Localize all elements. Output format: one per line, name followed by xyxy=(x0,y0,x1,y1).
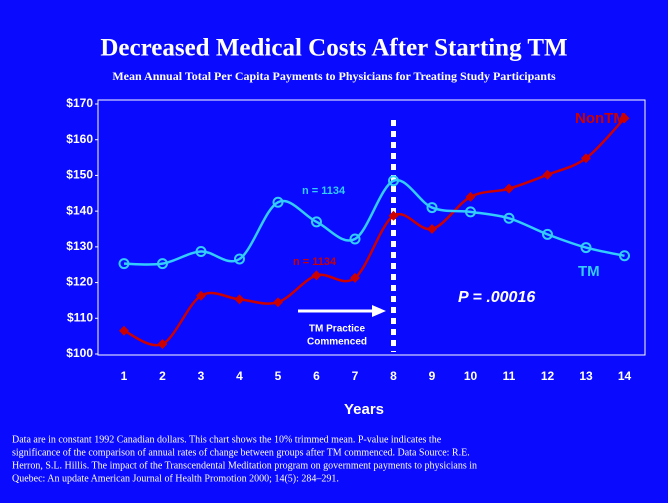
marker xyxy=(388,175,399,187)
marker xyxy=(157,339,168,349)
arrow-head xyxy=(372,305,386,317)
marker xyxy=(542,169,553,180)
footnote-line: Data are in constant 1992 Canadian dolla… xyxy=(12,434,442,445)
marker xyxy=(119,325,129,336)
marker xyxy=(157,258,168,270)
chart-title: Decreased Medical Costs After Starting T… xyxy=(100,35,567,62)
marker xyxy=(580,242,592,254)
marker xyxy=(234,253,245,265)
footnote-line: Herron, S.L. Hillis. The impact of the T… xyxy=(12,460,477,471)
marker xyxy=(504,183,514,194)
marker xyxy=(234,294,245,305)
marker xyxy=(542,228,553,240)
marker xyxy=(118,258,130,270)
marker xyxy=(349,233,361,245)
annotation: n = 1134 xyxy=(293,256,337,268)
y-tick-label: $170 xyxy=(66,96,93,110)
y-tick-label: $110 xyxy=(67,310,93,324)
footnote-line: significance of the comparison of annual… xyxy=(12,447,470,458)
x-tick-label: 9 xyxy=(429,369,436,383)
x-tick-label: 13 xyxy=(579,369,593,383)
y-tick-label: $160 xyxy=(66,132,93,146)
y-tick-label: $140 xyxy=(66,203,93,217)
marker xyxy=(272,196,284,208)
x-tick-label: 2 xyxy=(159,369,166,383)
footnote: Data are in constant 1992 Canadian dolla… xyxy=(12,434,477,484)
x-tick-label: 5 xyxy=(275,369,282,383)
marker xyxy=(311,216,322,228)
event-label: TM Practice xyxy=(309,324,366,335)
marker xyxy=(273,297,283,308)
marker xyxy=(311,270,322,281)
marker xyxy=(503,212,515,224)
plot-frame xyxy=(97,99,646,356)
x-tick-label: 3 xyxy=(198,369,205,383)
annotation: P = .00016 xyxy=(458,289,535,306)
y-tick-label: $120 xyxy=(66,275,93,289)
marker xyxy=(465,206,476,218)
series-label: TM xyxy=(578,263,600,280)
x-tick-label: 6 xyxy=(313,369,320,383)
marker xyxy=(581,153,591,164)
marker xyxy=(619,113,630,124)
marker xyxy=(426,202,438,214)
marker xyxy=(195,246,207,257)
marker xyxy=(427,224,437,234)
x-tick-label: 12 xyxy=(541,369,555,383)
y-tick-label: $130 xyxy=(66,239,93,253)
marker xyxy=(388,210,399,221)
x-tick-label: 1 xyxy=(121,369,128,383)
y-tick-label: $100 xyxy=(66,346,93,360)
x-tick-label: 11 xyxy=(503,369,516,383)
chart-subtitle: Mean Annual Total Per Capita Payments to… xyxy=(112,69,556,83)
event-label: Commenced xyxy=(307,337,367,348)
x-tick-label: 14 xyxy=(618,369,632,383)
x-tick-label: 8 xyxy=(390,369,397,383)
marker xyxy=(196,290,206,301)
x-tick-label: 4 xyxy=(236,369,243,383)
marker xyxy=(619,250,630,262)
x-tick-label: 7 xyxy=(352,369,359,383)
y-tick-label: $150 xyxy=(66,168,93,182)
marker xyxy=(350,272,360,283)
annotation: n = 1134 xyxy=(302,185,346,197)
footnote-line: Quebec: An update American Journal of He… xyxy=(12,473,339,484)
marker xyxy=(465,191,476,202)
x-tick-label: 10 xyxy=(464,369,478,383)
x-axis-label: Years xyxy=(344,401,384,418)
series-label: NonTM xyxy=(575,110,626,127)
